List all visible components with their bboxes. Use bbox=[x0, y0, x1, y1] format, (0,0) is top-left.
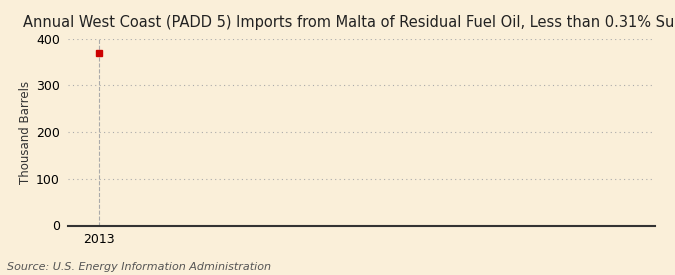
Title: Annual West Coast (PADD 5) Imports from Malta of Residual Fuel Oil, Less than 0.: Annual West Coast (PADD 5) Imports from … bbox=[23, 15, 675, 31]
Y-axis label: Thousand Barrels: Thousand Barrels bbox=[19, 80, 32, 184]
Text: Source: U.S. Energy Information Administration: Source: U.S. Energy Information Administ… bbox=[7, 262, 271, 272]
